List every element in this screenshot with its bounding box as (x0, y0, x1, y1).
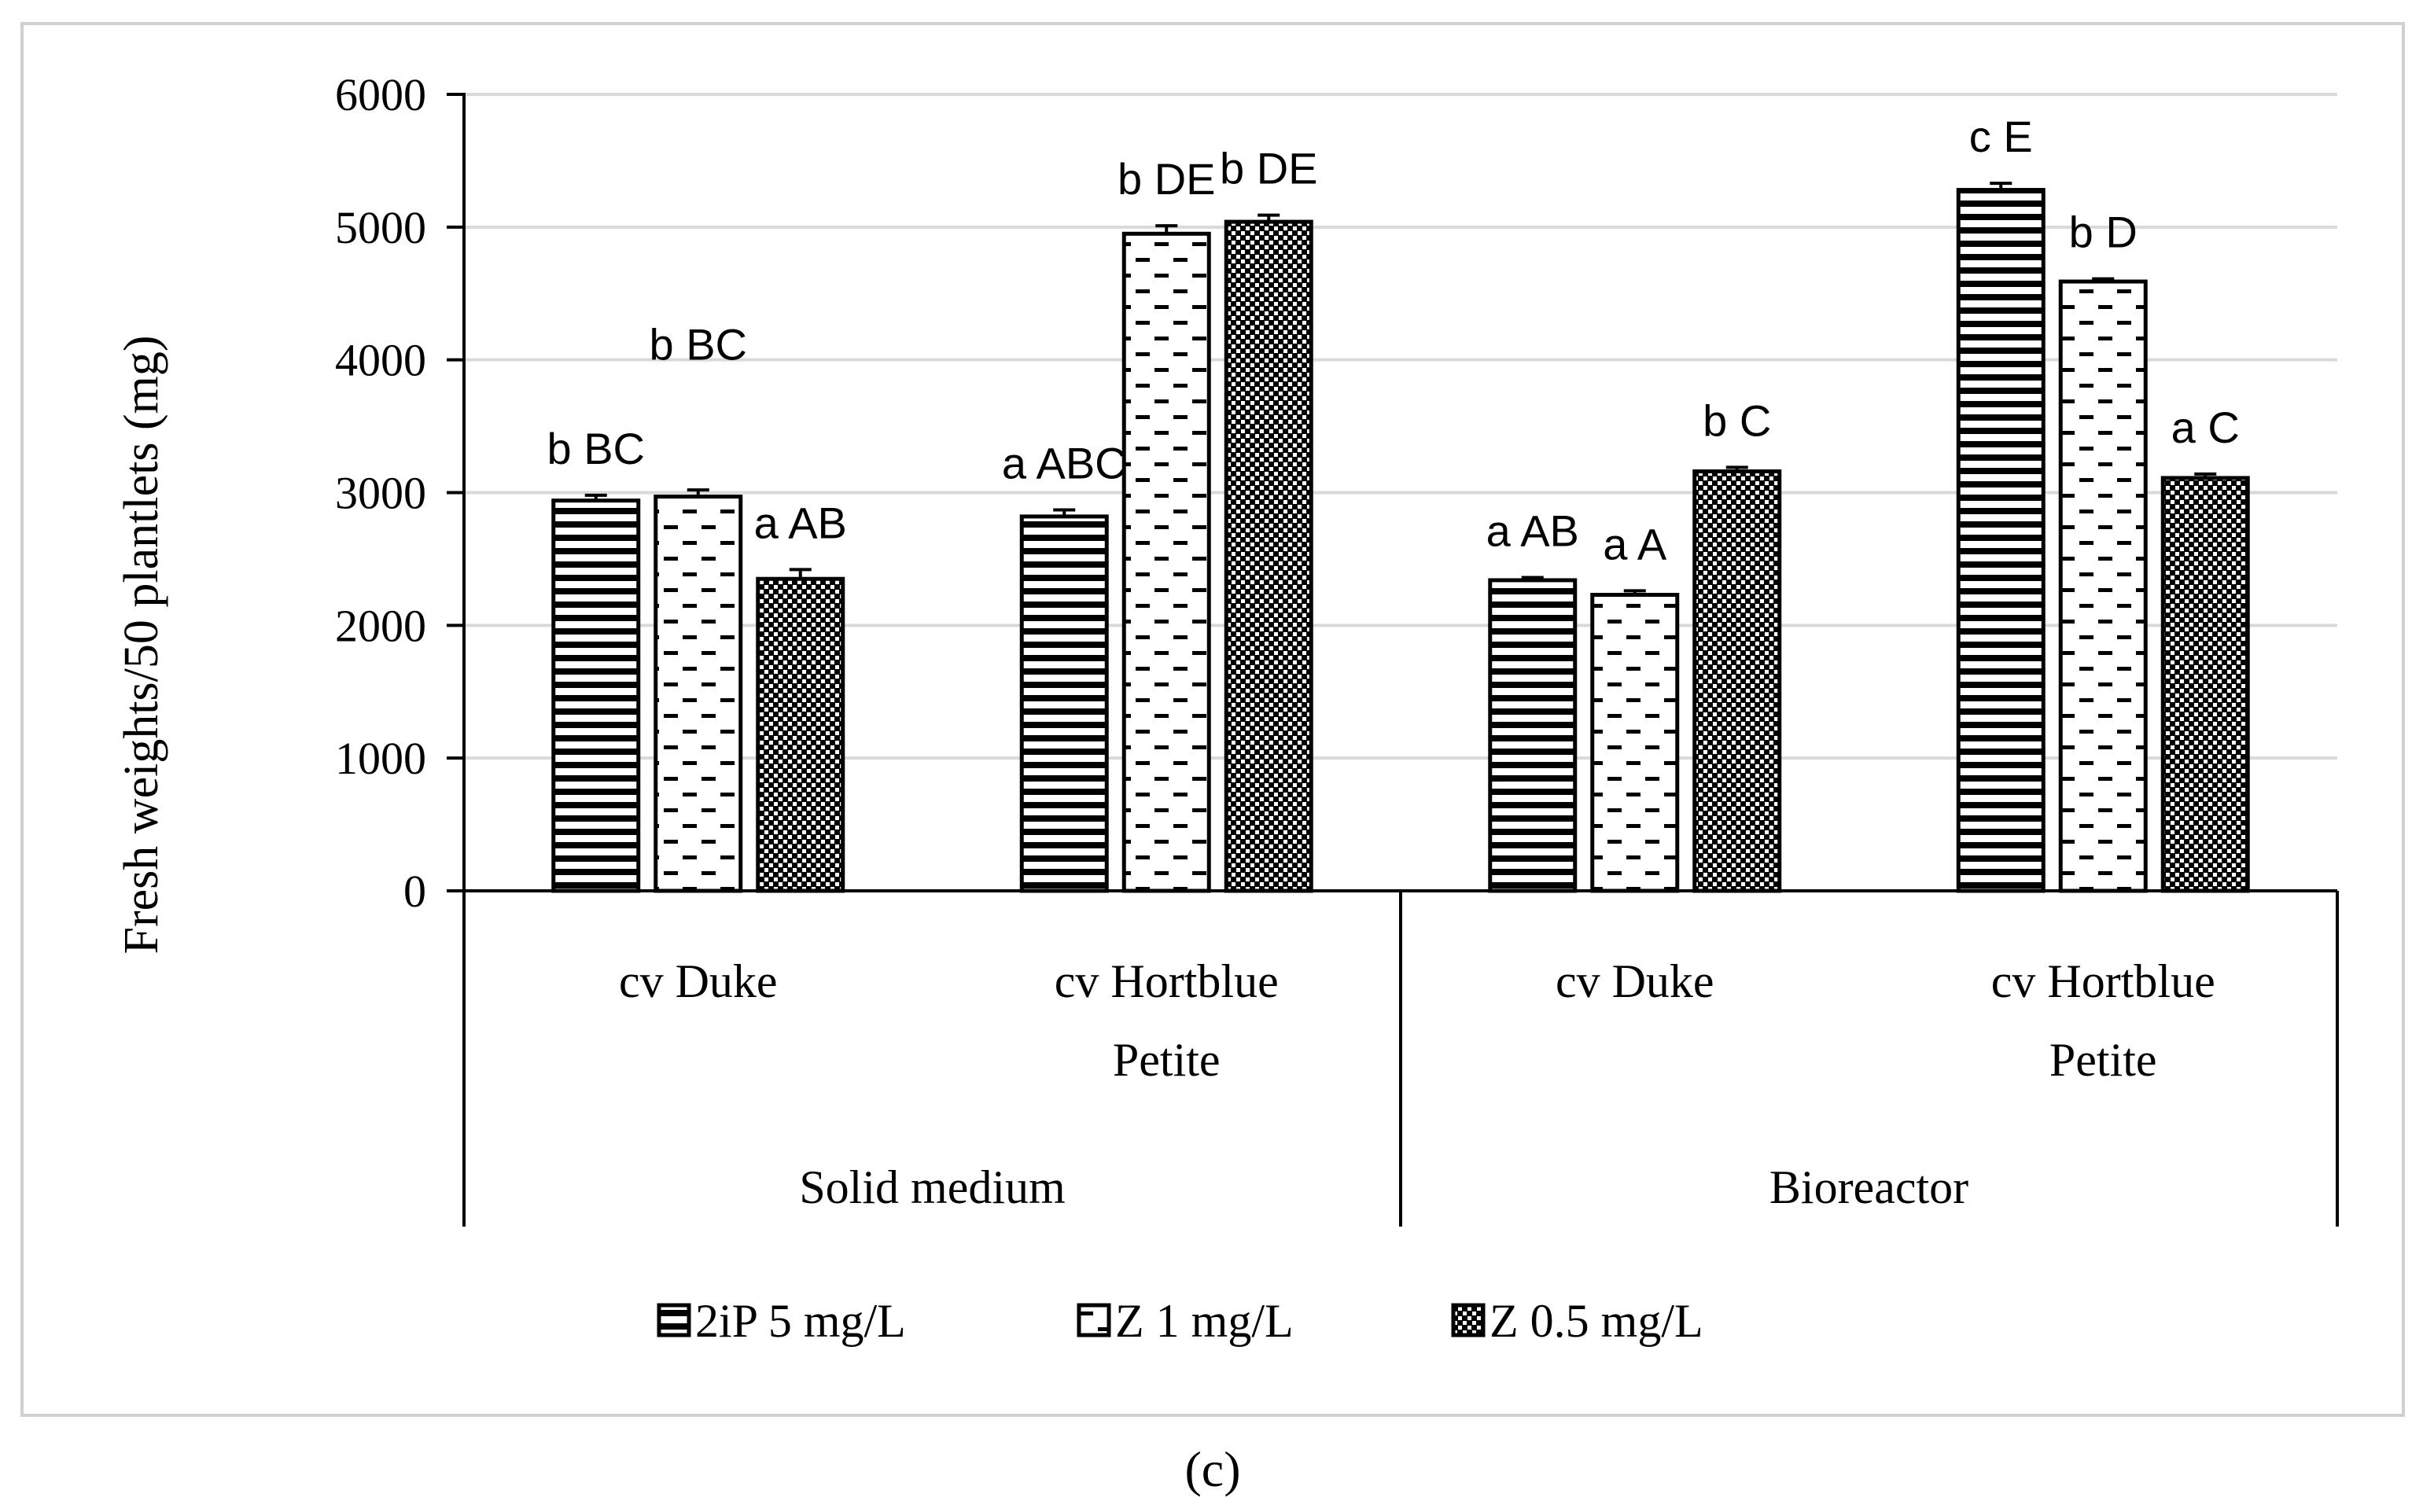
y-tick-label: 5000 (335, 202, 426, 253)
category-label: cv Duke (619, 955, 778, 1007)
data-label: c E (1969, 112, 2033, 161)
bar (654, 495, 743, 893)
bar (2058, 279, 2148, 893)
category-label: cv Hortblue (1991, 955, 2215, 1007)
data-label: a C (2171, 403, 2240, 452)
bar (1956, 188, 2046, 893)
category-label: cv Hortblue (1055, 955, 1279, 1007)
data-label: b DE (1118, 154, 1216, 204)
legend-swatch (657, 1303, 691, 1337)
data-label: b BC (650, 320, 748, 370)
y-axis-label: Fresh weights/50 plantlets (mg) (115, 336, 168, 955)
y-tick-label: 0 (403, 866, 426, 917)
y-tick-labels: 0 1000 2000 3000 4000 5000 6000 (335, 69, 464, 917)
category-label: Petite (1113, 1034, 1221, 1086)
y-tick-label: 6000 (335, 69, 426, 120)
data-label: b DE (1220, 144, 1318, 193)
category-label: cv Duke (1556, 955, 1714, 1007)
bar (1121, 231, 1211, 893)
group-label: Bioreactor (1769, 1161, 1968, 1213)
legend-swatch (1451, 1303, 1486, 1337)
data-label: a AB (1486, 506, 1579, 556)
data-label: a AB (754, 498, 847, 547)
bar (1488, 578, 1578, 893)
bar (1224, 219, 1313, 893)
data-label: b C (1703, 395, 1771, 445)
legend-swatch (1077, 1303, 1111, 1337)
category-label: Petite (2049, 1034, 2157, 1086)
data-label: a ABC (1002, 438, 1127, 487)
data-label: b D (2069, 208, 2138, 257)
data-label: a A (1603, 519, 1667, 568)
data-label: b BC (547, 424, 646, 473)
y-tick-label: 2000 (335, 600, 426, 651)
legend-entry: 2iP 5 mg/L (695, 1295, 906, 1347)
bar (756, 576, 845, 893)
bar (2160, 476, 2250, 893)
bars (551, 182, 2250, 893)
legend: 2iP 5 mg/L Z 1 mg/L Z 0.5 mg/L (657, 1295, 1703, 1347)
group-label: Solid medium (799, 1161, 1065, 1213)
category-labels: cv Duke cv Hortblue Petite cv Duke cv Hortbl… (619, 955, 2215, 1213)
figure-caption: (c) (1184, 1441, 1240, 1497)
bar (1590, 593, 1680, 893)
legend-entry: Z 1 mg/L (1115, 1295, 1294, 1347)
axes (462, 93, 2339, 1227)
y-tick-label: 3000 (335, 468, 426, 519)
bar (551, 498, 641, 893)
y-tick-label: 1000 (335, 733, 426, 784)
legend-entry: Z 0.5 mg/L (1490, 1295, 1703, 1347)
bar (1019, 514, 1109, 893)
data-labels: b BC b BC a AB a ABC b DE b DE a AB a A b C c E b … (547, 112, 2240, 568)
bar (1692, 469, 1782, 893)
y-tick-label: 4000 (335, 335, 426, 386)
